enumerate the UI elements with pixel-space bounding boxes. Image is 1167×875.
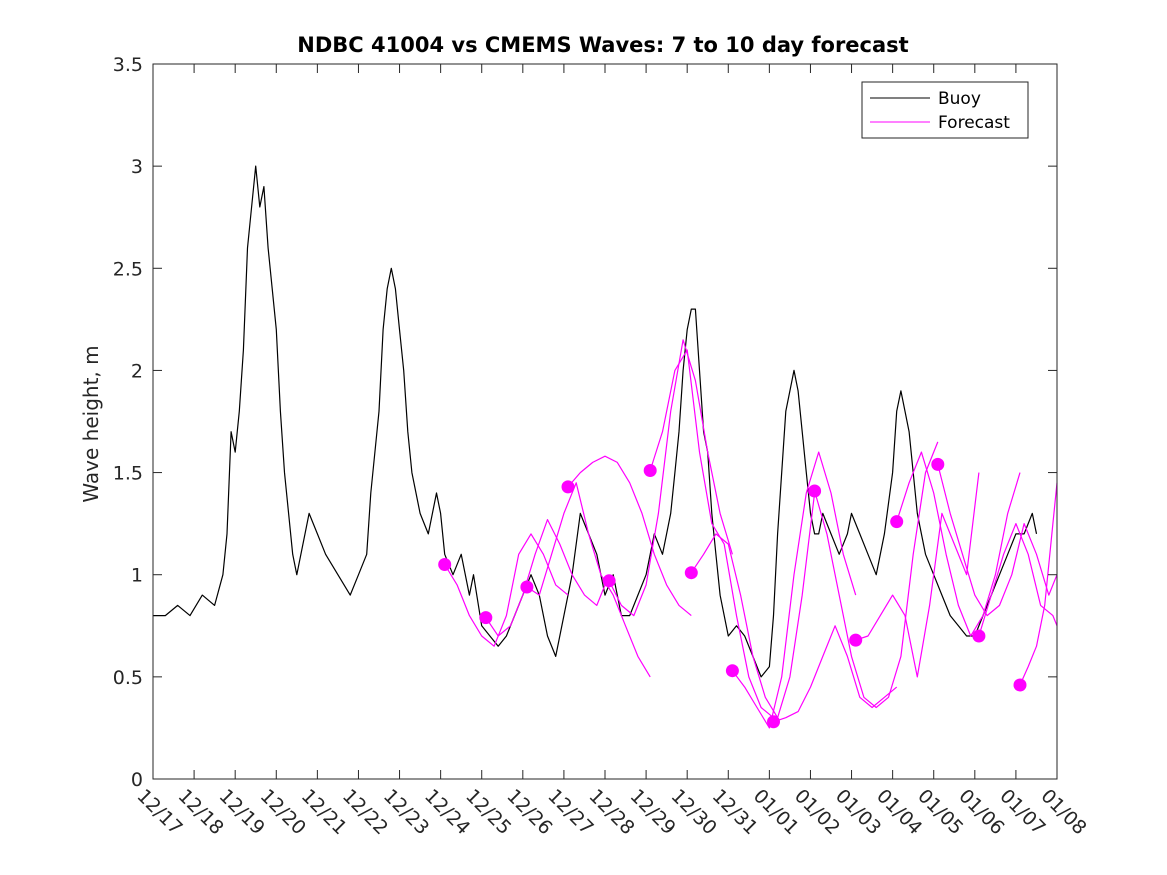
x-tick-label: 12/27 <box>543 785 597 839</box>
forecast-line <box>608 339 733 617</box>
x-tick-label: 01/08 <box>1036 785 1090 839</box>
x-tick-label: 01/01 <box>749 785 803 839</box>
legend-label-forecast: Forecast <box>938 113 1010 133</box>
x-tick-label: 01/04 <box>872 785 926 839</box>
x-tick-label: 12/19 <box>215 785 269 839</box>
x-tick-label: 01/07 <box>995 785 1049 839</box>
forecast-marker <box>520 580 534 594</box>
forecast-marker <box>808 484 822 498</box>
y-tick-label: 2 <box>131 360 143 382</box>
series-layer <box>153 165 1058 729</box>
y-tick-label: 3 <box>131 156 143 178</box>
y-axis-label: Wave height, m <box>79 345 103 502</box>
x-tick-label: 12/30 <box>667 785 721 839</box>
forecast-line <box>485 519 610 637</box>
x-tick-label: 12/25 <box>461 785 515 839</box>
y-tick-label: 3.5 <box>113 54 143 76</box>
forecast-marker <box>1013 678 1027 692</box>
forecast-line <box>978 523 1058 637</box>
x-tick-label: 01/05 <box>913 785 967 839</box>
forecast-marker <box>931 457 945 471</box>
forecast-line <box>444 533 569 647</box>
forecast-marker <box>602 574 616 588</box>
forecast-marker <box>725 664 739 678</box>
forecast-marker <box>849 633 863 647</box>
forecast-marker <box>561 480 575 494</box>
forecast-marker <box>479 611 493 625</box>
x-tick-label: 12/22 <box>338 785 392 839</box>
x-tick-label: 12/17 <box>132 785 186 839</box>
y-tick-label: 0 <box>131 769 143 791</box>
x-tick-label: 01/06 <box>954 785 1008 839</box>
forecast-marker <box>972 629 986 643</box>
x-tick-label: 01/02 <box>790 785 844 839</box>
x-tick-label: 12/29 <box>626 785 680 839</box>
forecast-line <box>649 349 774 719</box>
legend: Buoy Forecast <box>861 81 1029 139</box>
y-tick-label: 2.5 <box>113 258 143 280</box>
y-tick-label: 1 <box>131 565 143 587</box>
forecast-line <box>567 455 692 617</box>
forecast-line <box>773 625 898 723</box>
x-tick-label: 12/20 <box>256 785 310 839</box>
x-tick-label: 12/26 <box>502 785 556 839</box>
chart-title: NDBC 41004 vs CMEMS Waves: 7 to 10 day f… <box>297 33 908 57</box>
y-tick-label: 0.5 <box>113 667 143 689</box>
forecast-line <box>896 451 1021 637</box>
plot-area <box>153 64 1057 779</box>
forecast-line <box>526 482 651 678</box>
x-tick-label: 12/28 <box>584 785 638 839</box>
y-tick-label: 1.5 <box>113 463 143 485</box>
markers-layer <box>438 457 1027 729</box>
buoy-line <box>153 165 1038 678</box>
legend-label-buoy: Buoy <box>938 89 981 109</box>
forecast-marker <box>684 566 698 580</box>
x-tick-label: 01/03 <box>831 785 885 839</box>
forecast-line <box>814 441 939 709</box>
forecast-marker <box>643 464 657 477</box>
x-tick-label: 12/31 <box>708 785 762 839</box>
forecast-marker <box>438 558 452 571</box>
forecast-line <box>855 472 980 678</box>
forecast-line <box>731 451 857 729</box>
forecast-line <box>690 492 816 719</box>
x-tick-label: 12/24 <box>420 785 474 839</box>
forecast-line <box>937 464 1058 617</box>
forecast-marker <box>767 715 780 729</box>
x-tick-label: 12/18 <box>174 785 228 839</box>
x-tick-label: 12/21 <box>297 785 351 839</box>
forecast-line <box>1019 482 1058 686</box>
forecast-marker <box>890 515 904 529</box>
x-tick-label: 12/23 <box>379 785 433 839</box>
legend-box <box>861 81 1029 139</box>
